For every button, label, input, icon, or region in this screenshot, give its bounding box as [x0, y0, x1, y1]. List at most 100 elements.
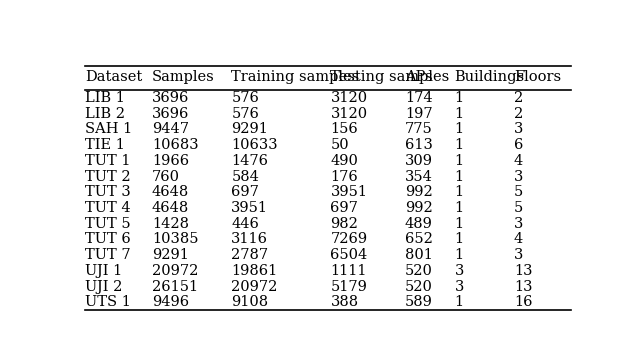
Text: 992: 992 — [405, 201, 433, 215]
Text: 1: 1 — [454, 138, 463, 152]
Text: UJI 2: UJI 2 — [85, 280, 122, 293]
Text: 1: 1 — [454, 170, 463, 184]
Text: 5179: 5179 — [330, 280, 367, 293]
Text: 3120: 3120 — [330, 91, 367, 105]
Text: 3696: 3696 — [152, 107, 189, 121]
Text: 176: 176 — [330, 170, 358, 184]
Text: 576: 576 — [231, 107, 259, 121]
Text: 584: 584 — [231, 170, 259, 184]
Text: 9447: 9447 — [152, 122, 189, 136]
Text: 50: 50 — [330, 138, 349, 152]
Text: 309: 309 — [405, 154, 433, 168]
Text: 4648: 4648 — [152, 185, 189, 199]
Text: 7269: 7269 — [330, 233, 367, 246]
Text: 760: 760 — [152, 170, 180, 184]
Text: TUT 6: TUT 6 — [85, 233, 131, 246]
Text: 354: 354 — [405, 170, 433, 184]
Text: 446: 446 — [231, 217, 259, 231]
Text: 10385: 10385 — [152, 233, 198, 246]
Text: 3: 3 — [514, 122, 524, 136]
Text: 13: 13 — [514, 264, 532, 278]
Text: 1428: 1428 — [152, 217, 189, 231]
Text: 1: 1 — [454, 233, 463, 246]
Text: 1: 1 — [454, 122, 463, 136]
Text: 992: 992 — [405, 185, 433, 199]
Text: 2: 2 — [514, 91, 524, 105]
Text: 1: 1 — [454, 201, 463, 215]
Text: 697: 697 — [330, 201, 358, 215]
Text: 1: 1 — [454, 154, 463, 168]
Text: Testing samples: Testing samples — [330, 69, 450, 84]
Text: 1111: 1111 — [330, 264, 367, 278]
Text: 388: 388 — [330, 295, 358, 309]
Text: UTS 1: UTS 1 — [85, 295, 131, 309]
Text: 1966: 1966 — [152, 154, 189, 168]
Text: UJI 1: UJI 1 — [85, 264, 122, 278]
Text: 6504: 6504 — [330, 248, 368, 262]
Text: 19861: 19861 — [231, 264, 278, 278]
Text: 3951: 3951 — [231, 201, 268, 215]
Text: 520: 520 — [405, 280, 433, 293]
Text: LIB 1: LIB 1 — [85, 91, 125, 105]
Text: TUT 2: TUT 2 — [85, 170, 131, 184]
Text: 613: 613 — [405, 138, 433, 152]
Text: Floors: Floors — [514, 69, 561, 84]
Text: 9108: 9108 — [231, 295, 268, 309]
Text: 4: 4 — [514, 233, 524, 246]
Text: 1: 1 — [454, 217, 463, 231]
Text: 174: 174 — [405, 91, 433, 105]
Text: 156: 156 — [330, 122, 358, 136]
Text: 3696: 3696 — [152, 91, 189, 105]
Text: 3120: 3120 — [330, 107, 367, 121]
Text: 489: 489 — [405, 217, 433, 231]
Text: Samples: Samples — [152, 69, 214, 84]
Text: 5: 5 — [514, 201, 524, 215]
Text: 20972: 20972 — [231, 280, 278, 293]
Text: 2787: 2787 — [231, 248, 268, 262]
Text: 775: 775 — [405, 122, 433, 136]
Text: 490: 490 — [330, 154, 358, 168]
Text: 2: 2 — [514, 107, 524, 121]
Text: Dataset: Dataset — [85, 69, 142, 84]
Text: 1: 1 — [454, 107, 463, 121]
Text: 5: 5 — [514, 185, 524, 199]
Text: 3: 3 — [454, 264, 464, 278]
Text: 4: 4 — [514, 154, 524, 168]
Text: 9291: 9291 — [231, 122, 268, 136]
Text: APs: APs — [405, 69, 433, 84]
Text: 3: 3 — [454, 280, 464, 293]
Text: TUT 4: TUT 4 — [85, 201, 131, 215]
Text: 13: 13 — [514, 280, 532, 293]
Text: 197: 197 — [405, 107, 433, 121]
Text: TIE 1: TIE 1 — [85, 138, 125, 152]
Text: 1476: 1476 — [231, 154, 268, 168]
Text: TUT 5: TUT 5 — [85, 217, 131, 231]
Text: 576: 576 — [231, 91, 259, 105]
Text: 9291: 9291 — [152, 248, 189, 262]
Text: 6: 6 — [514, 138, 524, 152]
Text: SAH 1: SAH 1 — [85, 122, 132, 136]
Text: 3: 3 — [514, 248, 524, 262]
Text: TUT 1: TUT 1 — [85, 154, 131, 168]
Text: 4648: 4648 — [152, 201, 189, 215]
Text: LIB 2: LIB 2 — [85, 107, 125, 121]
Text: 697: 697 — [231, 185, 259, 199]
Text: 1: 1 — [454, 91, 463, 105]
Text: 801: 801 — [405, 248, 433, 262]
Text: 589: 589 — [405, 295, 433, 309]
Text: 9496: 9496 — [152, 295, 189, 309]
Text: 1: 1 — [454, 248, 463, 262]
Text: TUT 7: TUT 7 — [85, 248, 131, 262]
Text: 982: 982 — [330, 217, 358, 231]
Text: 520: 520 — [405, 264, 433, 278]
Text: 26151: 26151 — [152, 280, 198, 293]
Text: 3951: 3951 — [330, 185, 367, 199]
Text: Buildings: Buildings — [454, 69, 525, 84]
Text: 10683: 10683 — [152, 138, 198, 152]
Text: 20972: 20972 — [152, 264, 198, 278]
Text: 3: 3 — [514, 217, 524, 231]
Text: 652: 652 — [405, 233, 433, 246]
Text: 1: 1 — [454, 295, 463, 309]
Text: 3: 3 — [514, 170, 524, 184]
Text: 1: 1 — [454, 185, 463, 199]
